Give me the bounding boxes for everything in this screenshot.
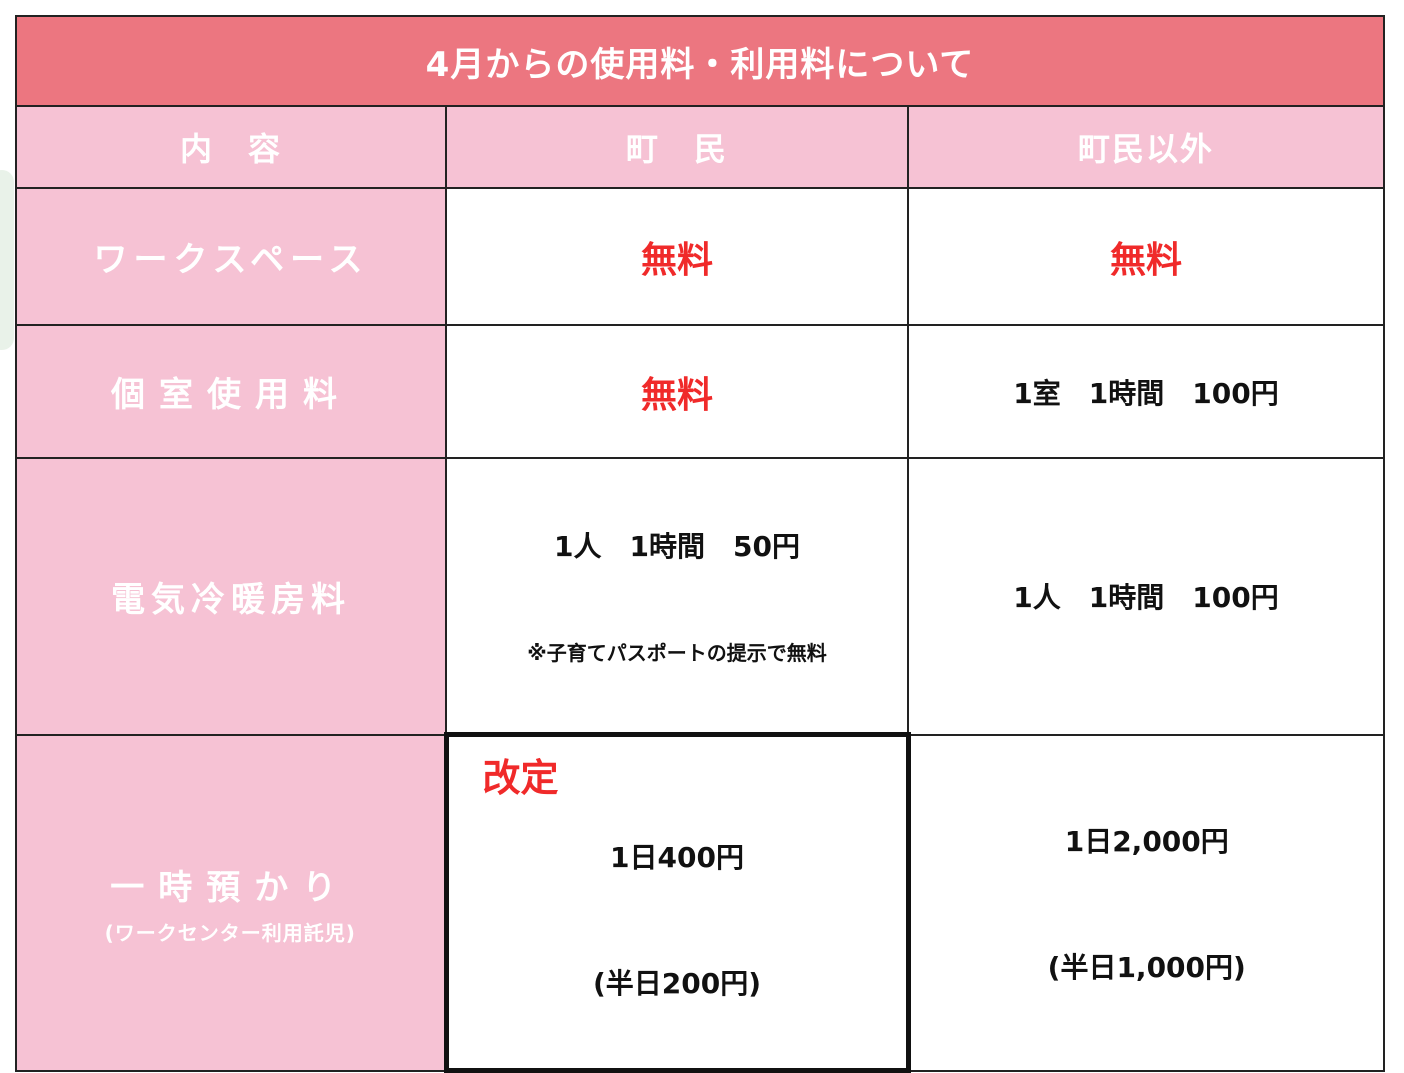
decorative-leaf (0, 170, 14, 350)
non-resident-fee: 1人 1時間 100円 (907, 457, 1385, 736)
non-resident-fee: 無料 (907, 187, 1385, 326)
resident-half-fee: (半日200円) (592, 967, 762, 1000)
resident-fee: 無料 (445, 187, 909, 326)
resident-fee-cell: 改定 1日400円 (半日200円) (443, 732, 911, 1073)
table-title: 4月からの使用料・利用料について (15, 15, 1385, 107)
table-row: 個室使用料 無料 1室 1時間 100円 (15, 324, 1385, 459)
row-label: 電気冷暖房料 (15, 457, 447, 736)
row-label: 一時預かり (110, 867, 351, 908)
row-sublabel: (ワークセンター利用託児) (104, 920, 356, 945)
table-row: ワークスペース 無料 無料 (15, 187, 1385, 326)
table-row: 電気冷暖房料 1人 1時間 50円 ※子育てパスポートの提示で無料 1人 1時間… (15, 457, 1385, 736)
row-label: ワークスペース (15, 187, 447, 326)
resident-fee-cell: 1人 1時間 50円 ※子育てパスポートの提示で無料 (445, 457, 909, 736)
non-resident-fee: 1日2,000円 (1064, 824, 1229, 858)
resident-note: ※子育てパスポートの提示で無料 (527, 641, 827, 665)
header-resident: 町 民 (445, 105, 909, 189)
fee-table: 4月からの使用料・利用料について 内 容 町 民 町民以外 ワークスペース 無料… (15, 15, 1385, 1073)
non-resident-fee-cell: 1日2,000円 (半日1,000円) (907, 733, 1385, 1072)
resident-fee: 無料 (445, 324, 909, 459)
resident-fee: 1人 1時間 50円 (554, 530, 800, 563)
row-label-cell: 一時預かり (ワークセンター利用託児) (15, 733, 447, 1072)
non-resident-half-fee: (半日1,000円) (1047, 950, 1246, 984)
header-content: 内 容 (15, 105, 447, 189)
row-label: 個室使用料 (15, 324, 447, 459)
non-resident-fee: 1室 1時間 100円 (907, 324, 1385, 459)
revised-badge: 改定 (482, 756, 559, 800)
header-non-resident: 町民以外 (907, 105, 1385, 189)
resident-fee: 1日400円 (610, 841, 744, 874)
table-row: 一時預かり (ワークセンター利用託児) 改定 1日400円 (半日200円) 1… (15, 732, 1385, 1073)
